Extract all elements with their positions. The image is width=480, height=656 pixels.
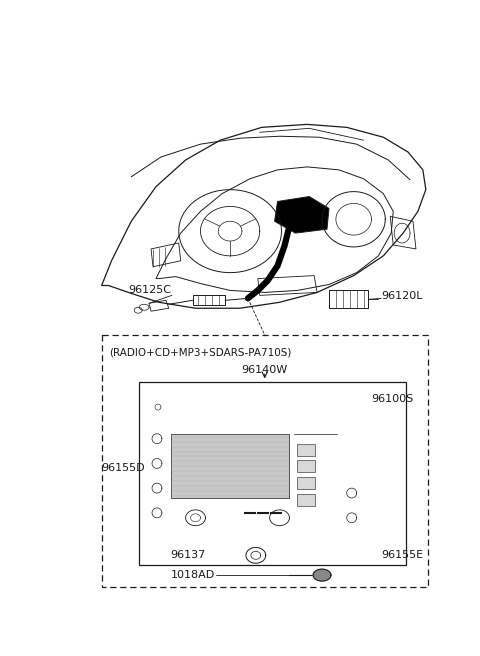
Bar — [139, 382, 406, 565]
Text: 96137: 96137 — [170, 550, 205, 560]
Text: (RADIO+CD+MP3+SDARS-PA710S): (RADIO+CD+MP3+SDARS-PA710S) — [109, 348, 292, 358]
Polygon shape — [339, 409, 359, 537]
Text: 96125C: 96125C — [128, 285, 171, 295]
Polygon shape — [166, 429, 339, 537]
Bar — [297, 461, 315, 472]
Polygon shape — [313, 569, 331, 581]
Bar — [297, 478, 315, 489]
Text: 96140W: 96140W — [241, 365, 288, 375]
Polygon shape — [339, 476, 363, 537]
Text: 1018AD: 1018AD — [171, 570, 216, 580]
Text: 96155D: 96155D — [101, 463, 145, 474]
Text: 96155E: 96155E — [381, 550, 423, 560]
Text: 96120L: 96120L — [381, 291, 423, 301]
Text: 96100S: 96100S — [372, 394, 414, 404]
Bar — [102, 335, 428, 587]
Polygon shape — [275, 197, 329, 233]
Bar — [297, 443, 315, 455]
Bar — [297, 494, 315, 506]
Polygon shape — [166, 409, 359, 429]
Polygon shape — [153, 397, 171, 416]
Polygon shape — [149, 419, 166, 537]
Bar — [171, 434, 289, 498]
